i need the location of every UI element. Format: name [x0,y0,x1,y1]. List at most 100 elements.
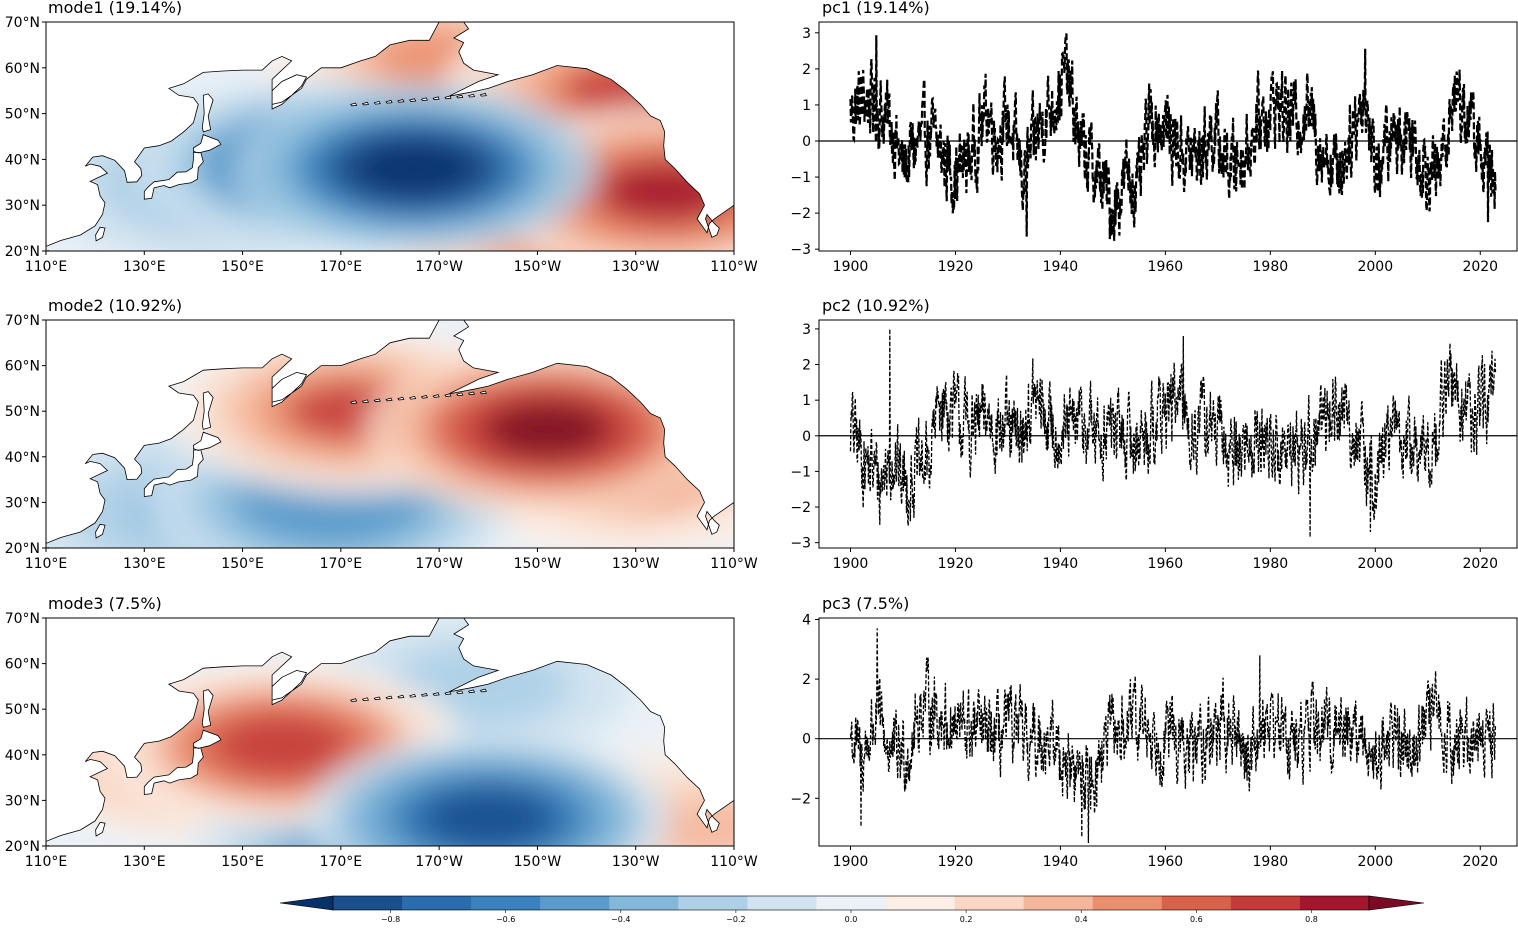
colorbar-segment [747,896,817,910]
x-tick-label: 1960 [1148,556,1184,572]
map-title: mode1 (19.14%) [48,0,182,17]
y-tick-label: 0 [802,429,811,445]
colorbar-segment [1161,896,1232,910]
lat-label: 70°N [5,313,40,329]
coastline [46,320,734,548]
y-tick-label: 3 [802,322,811,338]
colorbar-tick-label: 0.0 [845,915,858,924]
y-tick-label: −1 [790,170,811,186]
x-tick-label: 1900 [833,259,869,275]
lon-label: 110°W [710,556,758,572]
lat-label: 40°N [5,450,40,466]
map-frame [45,617,735,847]
lat-label: 20°N [5,839,40,855]
y-tick-label: 2 [802,672,811,688]
x-tick-label: 2020 [1462,259,1498,275]
lon-label: 110°E [25,854,68,870]
x-tick-label: 1960 [1148,259,1184,275]
lat-label: 20°N [5,244,40,260]
lon-label: 130°W [612,556,660,572]
map-panel-mode2: mode2 (10.92%) 70°N60°N50°N40°N30°N20°N1… [5,296,758,572]
colorbar-segment [1023,896,1094,910]
pc-panel-3: pc3 (7.5%) −2 0 2 4 1900 1920 1940 1960 1980 2000… [790,594,1518,870]
map-panel-mode3: mode3 (7.5%) 70°N60°N50°N40°N30°N20°N110… [5,594,758,870]
lat-label: 30°N [5,793,40,809]
colorbar-segment [954,896,1025,910]
x-tick-label: 1900 [833,556,869,572]
lat-label: 50°N [5,404,40,420]
lat-label: 40°N [5,748,40,764]
pc-title: pc3 (7.5%) [822,594,909,613]
colorbar-segment [402,896,472,910]
pc-frame [818,319,1518,549]
lat-label: 50°N [5,702,40,718]
lat-label: 70°N [5,15,40,31]
x-tick-label: 2020 [1462,854,1498,870]
pc-panel-2: pc2 (10.92%) −3 −2 −1 0 1 2 3 1900 1920 1940 1960 1… [790,296,1518,572]
y-tick-label: 1 [802,98,811,114]
pc-series-line [849,328,1497,538]
anomaly-contour [484,400,610,458]
x-tick-label: 1940 [1043,854,1079,870]
lat-label: 70°N [5,611,40,627]
lon-label: 170°E [320,854,363,870]
y-tick-label: 4 [802,612,811,628]
anomaly-contour [425,790,551,846]
lon-label: 150°E [221,556,264,572]
x-tick-label: 1980 [1253,854,1289,870]
colorbar-segment [1299,896,1370,910]
lon-label: 150°E [221,259,264,275]
colorbar: −0.8 −0.6 −0.4 −0.2 0.0 0.2 0.4 0.6 0.8 [279,895,1425,924]
map-panel-mode1: mode1 (19.14%) 70°N60°N50°N40°N30°N20°N1… [5,0,758,275]
map-field [46,618,734,846]
lon-label: 130°W [612,854,660,870]
lon-label: 150°W [514,556,562,572]
colorbar-tick-label: 0.2 [960,915,973,924]
colorbar-segment [540,896,610,910]
colorbar-tick-label: −0.6 [496,915,515,924]
map-frame [45,21,735,252]
y-tick-label: −2 [790,500,811,516]
lat-label: 60°N [5,61,40,77]
colorbar-segment [885,896,956,910]
x-tick-label: 2000 [1357,854,1393,870]
lon-label: 110°W [710,854,758,870]
x-tick-label: 1920 [938,259,974,275]
lat-label: 50°N [5,107,40,123]
pc-axis-ticks: −3 −2 −1 0 1 2 3 1900 1920 1940 1960 1980 2000 2020 [790,322,1498,572]
colorbar-tick-label: −0.8 [381,915,400,924]
y-tick-label: −3 [790,242,811,258]
lat-label: 30°N [5,495,40,511]
colorbar-segment [816,896,887,910]
x-tick-label: 1960 [1148,854,1184,870]
x-tick-label: 1920 [938,556,974,572]
colorbar-segment [471,896,541,910]
x-tick-label: 1980 [1253,556,1289,572]
colorbar-segment [678,896,748,910]
y-tick-label: 1 [802,393,811,409]
map-anomaly-blobs [46,618,734,846]
colorbar-segment [1092,896,1163,910]
pc-title: pc1 (19.14%) [822,0,930,17]
colorbar-tick-label: −0.2 [726,915,745,924]
lon-label: 170°W [415,854,463,870]
lon-label: 130°W [612,259,660,275]
lon-label: 170°W [415,259,463,275]
x-tick-label: 1940 [1043,556,1079,572]
colorbar-tick-label: 0.8 [1305,915,1318,924]
pc-panel-1: pc1 (19.14%) −3 −2 −1 0 1 2 3 1900 1920 1940 1960 1… [790,0,1518,275]
y-tick-label: 0 [802,732,811,748]
map-field [46,320,734,548]
lat-label: 30°N [5,198,40,214]
pc-axis-ticks: −2 0 2 4 1900 1920 1940 1960 1980 2000 2020 [790,612,1498,870]
lon-label: 130°E [123,556,166,572]
colorbar-extend-min [279,895,334,911]
y-tick-label: 2 [802,358,811,374]
lon-label: 150°W [514,854,562,870]
pc-axis-ticks: −3 −2 −1 0 1 2 3 1900 1920 1940 1960 1980 2000 2020 [790,26,1498,275]
map-field [46,22,734,251]
x-tick-label: 1900 [833,854,869,870]
